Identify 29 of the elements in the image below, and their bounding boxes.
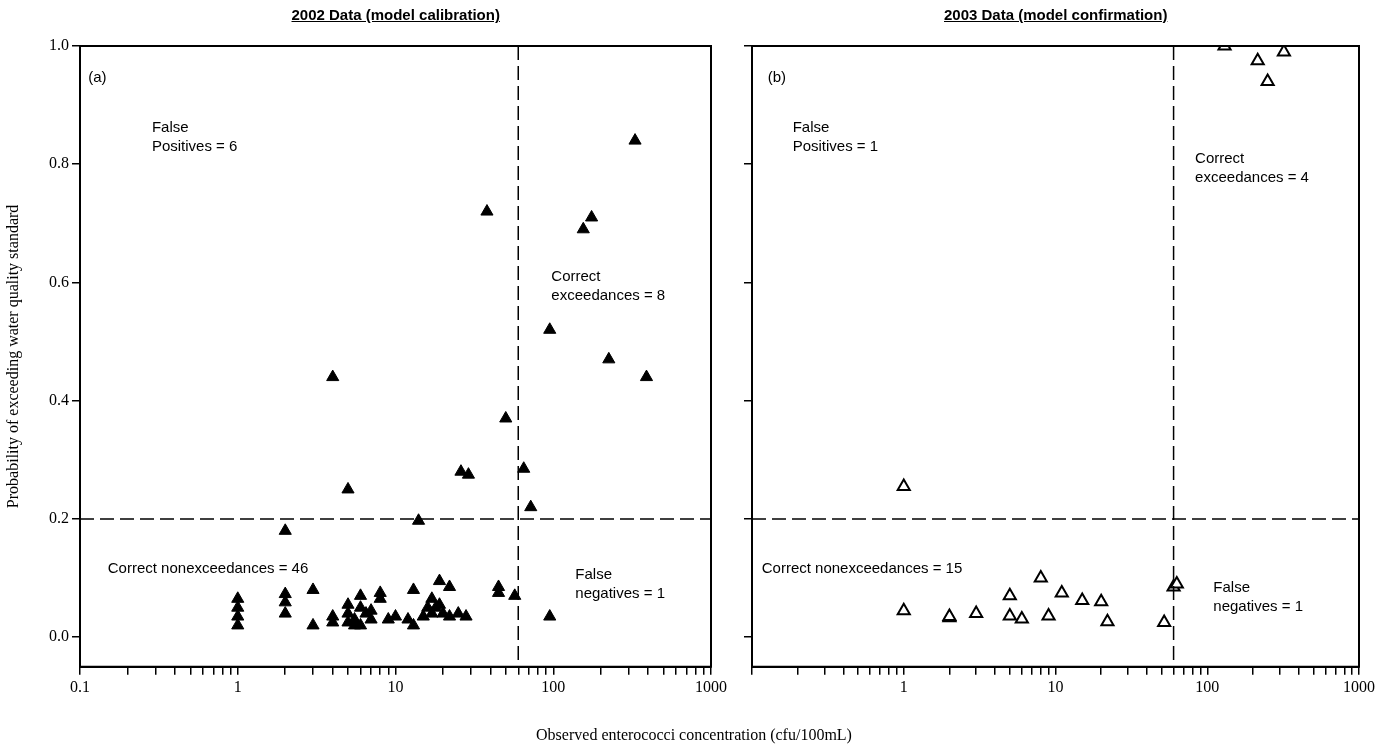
chart-title: 2002 Data (model calibration) (291, 6, 500, 23)
y-tick-label: 0.4 (49, 390, 69, 408)
x-tick-label: 10 (1047, 677, 1064, 695)
y-tick-label: 0.0 (49, 627, 69, 645)
x-tick-label: 0.1 (70, 677, 90, 695)
annotation: Correct exceedances = 8 (551, 267, 666, 304)
x-tick-label: 10 (387, 677, 404, 695)
annotation: Correct nonexceedances = 46 (107, 558, 309, 576)
annotation: False Positives = 6 (151, 118, 238, 155)
x-tick-label: 1000 (695, 677, 727, 695)
chart-title: 2003 Data (model confirmation) (944, 6, 1168, 23)
annotation: (b) (767, 68, 787, 86)
annotation: False negatives = 1 (1213, 577, 1303, 614)
x-tick-label: 1 (233, 677, 242, 695)
annotation: False negatives = 1 (575, 565, 665, 602)
x-tick-label: 100 (541, 677, 566, 695)
annotation: Correct exceedances = 4 (1195, 149, 1309, 186)
y-tick-label: 0.8 (49, 154, 69, 172)
annotation: False Positives = 1 (792, 118, 879, 155)
x-tick-label: 1 (899, 677, 908, 695)
y-tick-label: 0.6 (49, 272, 69, 290)
y-tick-label: 1.0 (49, 36, 69, 54)
y-tick-label: 0.2 (49, 509, 69, 527)
x-tick-label: 100 (1195, 677, 1220, 695)
annotation: Correct nonexceedances = 15 (761, 558, 963, 576)
x-axis-title: Observed enterococci concentration (cfu/100mL) (535, 726, 853, 744)
y-axis-title: Probability of exceeding water quality standard (3, 204, 22, 509)
annotation: (a) (88, 68, 107, 86)
x-tick-label: 1000 (1343, 677, 1375, 695)
